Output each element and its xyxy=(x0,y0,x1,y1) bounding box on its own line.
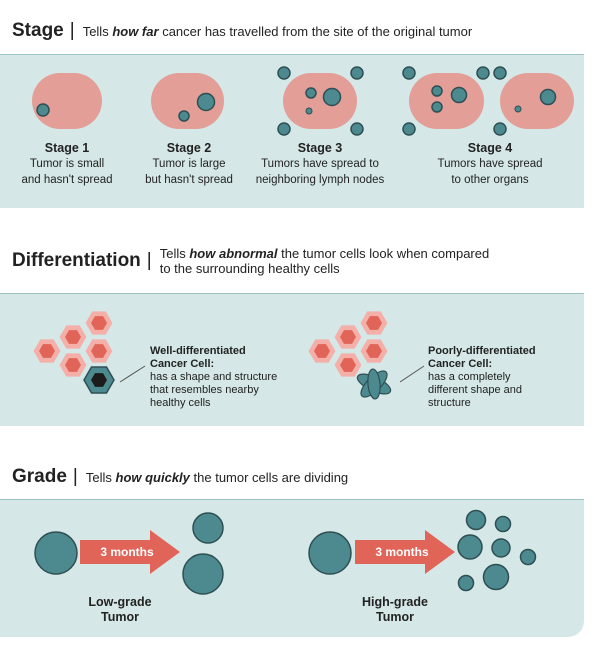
stage3-lymph-node xyxy=(350,66,364,80)
stage2-organ xyxy=(151,73,224,129)
poor-leader-line xyxy=(399,365,425,383)
stage-band xyxy=(0,54,584,208)
stage4-lymph-node xyxy=(402,122,416,136)
stage4-tumor xyxy=(450,86,468,104)
high-grade-daughter-cell xyxy=(457,534,483,560)
stage3-lymph-node xyxy=(350,122,364,136)
high-grade-arrow-label: 3 months xyxy=(375,545,429,559)
low-grade-arrow-label: 3 months xyxy=(100,545,154,559)
stage4-lymph-node xyxy=(476,66,490,80)
stage4-metastasis xyxy=(539,88,557,106)
high-grade-daughter-cell xyxy=(491,538,511,558)
stage-header: Stage | Tells how far cancer has travell… xyxy=(12,20,473,41)
stage3-tumor-small xyxy=(305,107,313,115)
stage4-lymph-node xyxy=(493,66,507,80)
stage3-tumor-large xyxy=(322,87,342,107)
high-grade-arrow xyxy=(355,530,455,574)
high-grade-daughter-cell xyxy=(482,563,510,591)
stage3-organ xyxy=(283,73,357,129)
high-grade-daughter-cell xyxy=(519,548,537,566)
poorly-differentiated-caption: Poorly-differentiated Cancer Cell: has a… xyxy=(428,345,536,409)
well-differentiated-hex-cluster xyxy=(32,310,115,394)
low-grade-daughter-cell xyxy=(192,512,224,544)
stage3-lymph-node xyxy=(277,66,291,80)
stage3-tumor-mid xyxy=(305,87,317,99)
stage2-tumor-small xyxy=(178,110,190,122)
poorly-differentiated-cancer-cell xyxy=(356,368,392,400)
stage1-tumor xyxy=(36,103,50,117)
stage4-organ-a xyxy=(409,73,484,129)
stage2-caption: Stage 2 Tumor is large but hasn't spread xyxy=(145,141,233,186)
low-grade-label: Low-grade Tumor xyxy=(88,595,152,624)
grade-header: Grade | Tells how quickly the tumor cell… xyxy=(12,466,349,487)
stage-description: Tells how far cancer has travelled from … xyxy=(82,24,473,39)
low-grade-daughter-cell xyxy=(182,553,224,595)
stage4-metastasis xyxy=(514,105,522,113)
stage2-tumor-large xyxy=(196,92,216,112)
stage3-caption: Stage 3 Tumors have spread to neighborin… xyxy=(255,141,385,186)
poorly-differentiated-hex-cluster xyxy=(307,310,392,400)
well-differentiated-cancer-cell xyxy=(83,366,115,394)
low-grade-arrow xyxy=(80,530,180,574)
high-grade-daughter-cell xyxy=(457,574,475,592)
stage4-lymph-node xyxy=(493,122,507,136)
stage4-organ-b xyxy=(500,73,574,129)
high-grade-daughter-cell xyxy=(465,509,487,531)
stage4-tumor xyxy=(431,85,443,97)
differentiation-title: Differentiation xyxy=(12,250,141,271)
stage4-caption: Stage 4 Tumors have spread to other orga… xyxy=(437,141,543,186)
well-leader-line xyxy=(119,365,146,383)
stage-title: Stage xyxy=(12,20,64,41)
low-grade-parent-cell xyxy=(34,531,78,575)
stage1-caption: Stage 1 Tumor is small and hasn't spread xyxy=(21,141,113,186)
high-grade-parent-cell xyxy=(308,531,352,575)
differentiation-description: Tells how abnormal the tumor cells look … xyxy=(159,246,490,276)
well-differentiated-caption: Well-differentiated Cancer Cell: has a s… xyxy=(150,345,278,409)
grade-title: Grade xyxy=(12,466,67,487)
high-grade-daughter-cell xyxy=(494,515,512,533)
grade-description: Tells how quickly the tumor cells are di… xyxy=(85,470,349,485)
stage3-lymph-node xyxy=(277,122,291,136)
differentiation-header: Differentiation | Tells how abnormal the… xyxy=(12,246,490,276)
stage4-lymph-node xyxy=(402,66,416,80)
high-grade-label: High-grade Tumor xyxy=(362,595,428,624)
stage1-organ xyxy=(32,73,102,129)
stage4-tumor xyxy=(431,101,443,113)
